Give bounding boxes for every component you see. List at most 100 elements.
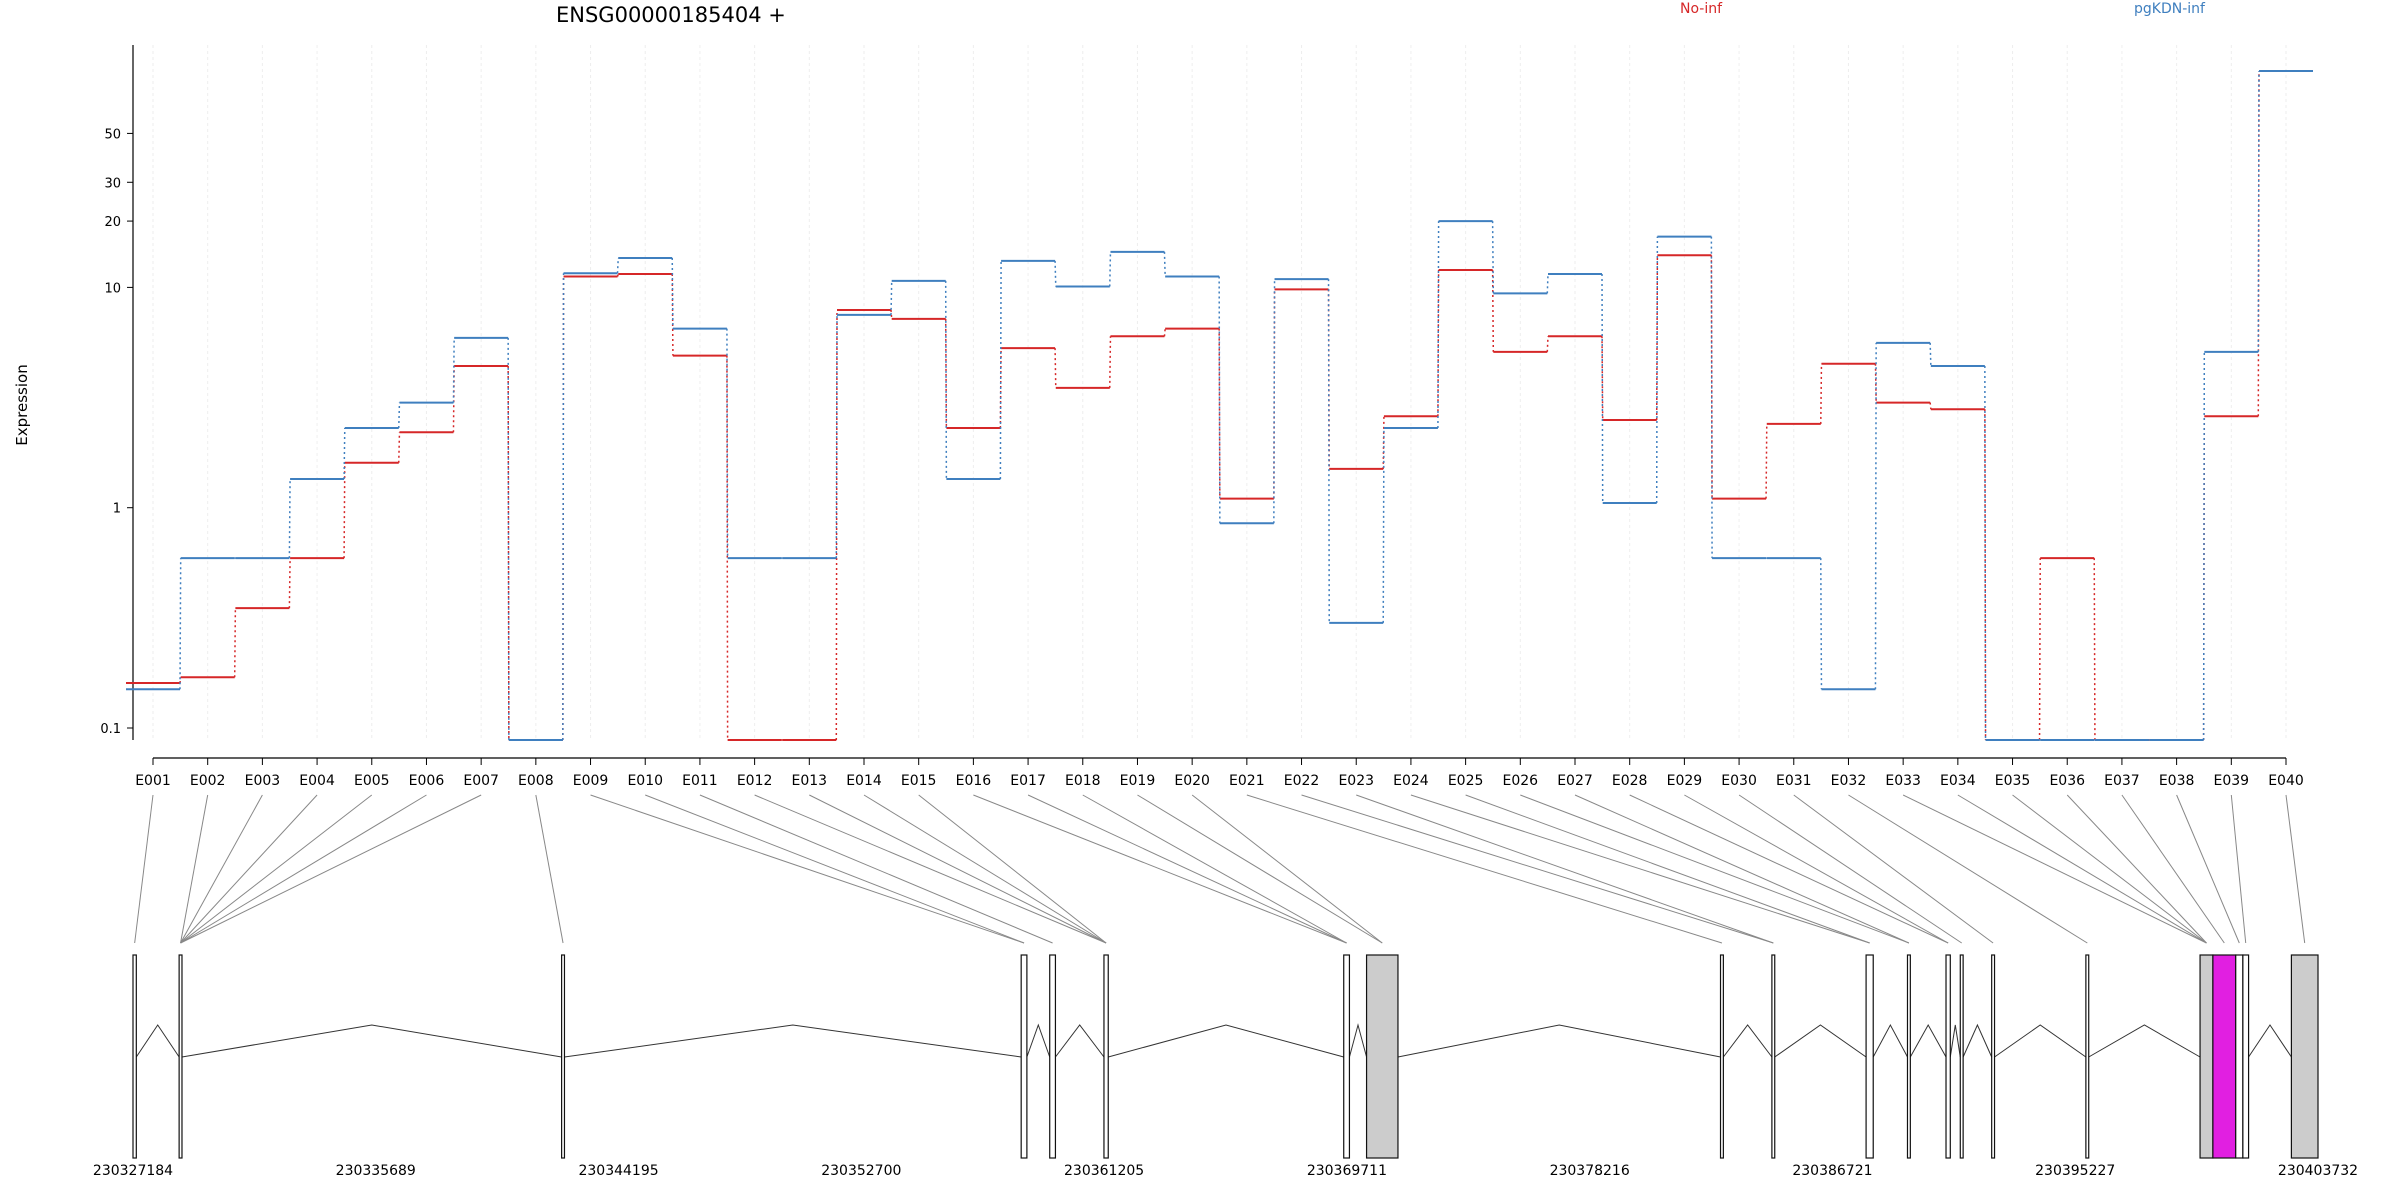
- exon-connector: [863, 794, 1107, 944]
- x-tick-label: E001: [135, 773, 171, 789]
- series-no-inf-transition: [616, 273, 619, 277]
- series-no-inf-transition: [1601, 336, 1604, 421]
- intron-line: [1397, 1024, 1721, 1058]
- exon-connector: [1902, 794, 2207, 944]
- x-tick-label: E010: [627, 773, 663, 789]
- chart-title: ENSG00000185404 +: [556, 3, 786, 27]
- exon-connector: [1082, 794, 1347, 944]
- exon-connector: [2176, 794, 2240, 944]
- x-tick-label: E013: [792, 773, 828, 789]
- series-pgkdn-inf-transition: [2202, 351, 2206, 741]
- x-tick-label: E022: [1284, 773, 1320, 789]
- x-tick-label: E028: [1612, 773, 1648, 789]
- series-no-inf-transition: [179, 677, 182, 684]
- series-pgkdn-inf-transition: [835, 314, 838, 559]
- exon-block: [1945, 954, 1951, 1159]
- intron-line: [1108, 1024, 1344, 1058]
- exon-connector: [180, 794, 263, 944]
- x-tick-label: E003: [245, 773, 281, 789]
- x-tick-label: E011: [682, 773, 718, 789]
- y-tick-label: 1: [113, 502, 121, 517]
- intron-line: [1774, 1024, 1867, 1058]
- x-tick-label: E002: [190, 773, 226, 789]
- series-no-inf-transition: [2038, 558, 2041, 741]
- intron-line: [1909, 1023, 1947, 1058]
- exon-block: [1020, 954, 1028, 1159]
- exon-connector: [1465, 794, 1870, 944]
- x-tick-label: E035: [1995, 773, 2031, 789]
- x-tick-label: E005: [354, 773, 390, 789]
- intron-line: [1055, 1024, 1105, 1058]
- series-pgkdn-inf-transition: [1710, 236, 1713, 559]
- series-pgkdn-inf-transition: [616, 257, 619, 274]
- series-pgkdn-inf-transition: [1820, 558, 1823, 690]
- exon-connector: [180, 794, 373, 944]
- series-pgkdn-inf-transition: [1601, 274, 1604, 504]
- x-tick-label: E030: [1721, 773, 1757, 789]
- exon-connector: [699, 794, 1053, 944]
- genome-coordinate: 230361205: [1064, 1163, 1144, 1179]
- x-tick-label: E027: [1557, 773, 1593, 789]
- exon-block: [1719, 954, 1724, 1159]
- intron-line: [1872, 1023, 1908, 1058]
- series-no-inf-transition: [398, 432, 401, 463]
- exon-connector: [1191, 794, 1383, 944]
- series-pgkdn-inf-transition: [726, 328, 729, 559]
- x-tick-label: E014: [846, 773, 882, 789]
- series-pgkdn-inf-transition: [944, 280, 948, 479]
- genome-coordinate: 230327184: [93, 1163, 173, 1179]
- x-tick-label: E006: [409, 773, 445, 789]
- y-tick-label: 20: [104, 215, 121, 230]
- series-pgkdn-inf-transition: [999, 260, 1002, 479]
- exon-connector: [1684, 794, 1949, 944]
- exon-block-highlight: [2212, 954, 2237, 1159]
- exon-connector: [1848, 794, 2088, 944]
- genome-coordinate: 230335689: [336, 1163, 416, 1179]
- exon-connector: [180, 794, 427, 944]
- series-pgkdn-inf-transition: [1273, 279, 1276, 524]
- series-no-inf-transition: [1491, 269, 1495, 352]
- exon-connector: [918, 794, 1107, 944]
- x-tick-label: E039: [2214, 773, 2250, 789]
- x-tick-label: E037: [2104, 773, 2140, 789]
- intron-line: [135, 1024, 180, 1058]
- exon-connector: [180, 794, 318, 944]
- x-tick-label: E026: [1503, 773, 1539, 789]
- series-pgkdn-inf-transition: [507, 337, 510, 741]
- x-tick-label: E004: [299, 773, 335, 789]
- exon-block: [2242, 954, 2250, 1159]
- series-no-inf-transition: [1929, 402, 1932, 410]
- x-tick-label: E032: [1831, 773, 1867, 789]
- exon-connector: [1793, 794, 1994, 944]
- intron-line: [1026, 1023, 1051, 1058]
- series-no-inf-transition: [233, 608, 237, 678]
- series-no-inf-transition: [1218, 328, 1221, 499]
- genome-coordinate: 230403732: [2278, 1163, 2358, 1179]
- exon-block: [1991, 954, 1996, 1159]
- series-pgkdn-inf-transition: [1984, 365, 1987, 741]
- series-no-inf-transition: [1546, 336, 1549, 352]
- series-pgkdn-inf-transition: [398, 402, 401, 429]
- exon-connector: [645, 794, 1025, 944]
- x-tick-label: E017: [1010, 773, 1046, 789]
- series-pgkdn-inf-transition: [890, 280, 893, 315]
- series-no-inf-transition: [1437, 269, 1440, 417]
- series-no-inf-transition: [1054, 348, 1057, 388]
- x-tick-label: E007: [463, 773, 499, 789]
- y-axis-label: Expression: [13, 364, 31, 445]
- x-tick-label: E031: [1776, 773, 1812, 789]
- series-no-inf-transition: [1327, 289, 1330, 469]
- legend-pgkdn-inf: pgKDN-inf: [2134, 1, 2206, 17]
- exon-connector: [2121, 794, 2225, 944]
- series-no-inf-transition: [1984, 409, 1987, 741]
- x-tick-label: E012: [737, 773, 773, 789]
- series-pgkdn-inf-transition: [671, 257, 674, 329]
- intron-line: [1722, 1024, 1773, 1058]
- series-pgkdn-inf-transition: [2257, 70, 2260, 352]
- exon-connector: [1137, 794, 1383, 944]
- series-pgkdn-inf-transition: [1491, 221, 1495, 294]
- exon-connector: [590, 794, 1025, 944]
- x-tick-label: E008: [518, 773, 554, 789]
- series-no-inf-transition: [1765, 423, 1768, 499]
